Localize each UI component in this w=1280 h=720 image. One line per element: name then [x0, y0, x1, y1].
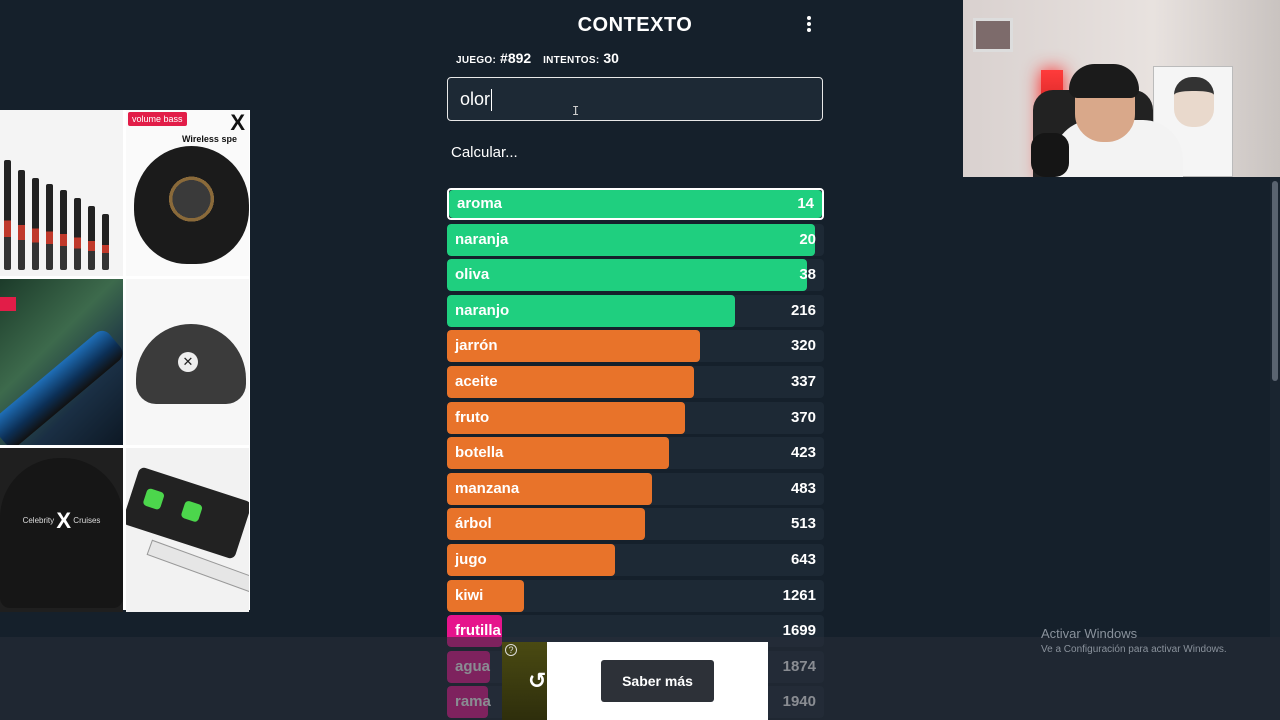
- guess-rank: 337: [790, 372, 816, 390]
- guess-word: árbol: [455, 515, 492, 533]
- attempts-label: INTENTOS:: [543, 55, 600, 66]
- guess-rank: 216: [790, 301, 816, 319]
- guess-rank: 14: [797, 195, 814, 212]
- ad-cap-image[interactable]: ✕: [126, 279, 249, 445]
- guess-word: frutilla: [455, 622, 501, 640]
- guess-rank: 1261: [782, 586, 816, 604]
- guess-word: manzana: [455, 479, 520, 497]
- similarity-bar: [449, 190, 822, 218]
- cruise-logo: Celebrity X Cruises: [22, 508, 101, 533]
- ad-laser-level-image[interactable]: [126, 448, 249, 612]
- similarity-bar: [447, 330, 700, 363]
- guess-row: fruto 370: [447, 401, 824, 434]
- similarity-bar: [447, 472, 653, 505]
- ad-speaker-image[interactable]: volume bass X Wireless spe: [126, 110, 249, 276]
- guess-rank: 370: [790, 408, 816, 426]
- similarity-bar: [447, 294, 736, 327]
- text-caret: [491, 89, 493, 112]
- similarity-bar: [447, 259, 808, 292]
- guess-rank: 320: [790, 337, 816, 355]
- guess-word: naranja: [455, 230, 509, 248]
- ad-speaker-badge: volume bass: [128, 112, 187, 126]
- guess-row: aroma 14: [447, 188, 824, 220]
- guess-word: aroma: [457, 195, 503, 212]
- ad-close-icon[interactable]: X: [230, 110, 245, 135]
- webcam-overlay: [963, 0, 1280, 177]
- game-label: JUEGO:: [456, 55, 497, 66]
- similarity-bar: [447, 437, 670, 470]
- guess-rank: 20: [799, 230, 816, 248]
- guess-word: jarrón: [455, 337, 498, 355]
- windows-activation-watermark: Activar Windows Ve a Configuración para …: [1041, 626, 1227, 655]
- ad-thumbnail[interactable]: ? ↺: [502, 642, 547, 720]
- bottom-ad-banner[interactable]: ? ↺ Saber más: [502, 642, 768, 720]
- scrollbar-thumb[interactable]: [1272, 181, 1278, 381]
- replay-icon[interactable]: ↺: [528, 668, 547, 693]
- ad-speaker-caption: Wireless spe: [182, 134, 237, 144]
- guess-word: botella: [455, 444, 504, 462]
- guess-row: árbol 513: [447, 508, 824, 541]
- guess-row: botella 423: [447, 437, 824, 470]
- speaker-picture: [134, 146, 249, 264]
- ad-help-icon[interactable]: ?: [505, 644, 517, 656]
- guess-row: oliva 38: [447, 259, 824, 292]
- attempts-count: 30: [603, 50, 619, 66]
- similarity-bar: [447, 223, 815, 256]
- guess-rank: 1699: [782, 622, 816, 640]
- guess-rank: 423: [790, 444, 816, 462]
- guess-rank: 643: [790, 550, 816, 568]
- ad-flashlight-image[interactable]: [0, 279, 123, 445]
- word-input-value: olor: [460, 89, 491, 109]
- ad-cruise-cap-image[interactable]: Celebrity X Cruises: [0, 448, 123, 612]
- learn-more-button[interactable]: Saber más: [601, 660, 714, 702]
- page-scrollbar[interactable]: [1270, 177, 1280, 637]
- similarity-bar: [447, 401, 685, 434]
- guess-row: jugo 643: [447, 543, 824, 576]
- guess-row: manzana 483: [447, 472, 824, 505]
- similarity-bar: [447, 508, 645, 541]
- similarity-bar: [447, 579, 525, 612]
- guess-word: aceite: [455, 372, 498, 390]
- ad-drill-bits-image[interactable]: [0, 110, 123, 276]
- guess-row: naranja 20: [447, 223, 824, 256]
- similarity-bar: [447, 365, 694, 398]
- watermark-subtitle: Ve a Configuración para activar Windows.: [1041, 644, 1227, 655]
- guess-row: aceite 337: [447, 365, 824, 398]
- more-menu-icon[interactable]: [803, 16, 815, 36]
- guess-rank: 513: [790, 515, 816, 533]
- text-cursor-icon: I: [572, 104, 580, 118]
- guess-rank: 38: [799, 266, 816, 284]
- page-title: CONTEXTO: [577, 14, 693, 36]
- guess-word: fruto: [455, 408, 490, 426]
- game-stats: JUEGO: #892 INTENTOS: 30: [456, 50, 627, 66]
- guess-word: kiwi: [455, 586, 484, 604]
- game-number: #892: [500, 50, 532, 66]
- guess-rank: 483: [790, 479, 816, 497]
- similarity-bar: [447, 543, 615, 576]
- watermark-title: Activar Windows: [1041, 626, 1138, 641]
- ad-image-grid[interactable]: volume bass X Wireless spe ✕ Celebrity X…: [0, 110, 250, 612]
- guess-word: naranjo: [455, 301, 510, 319]
- guess-word: oliva: [455, 266, 490, 284]
- calculating-status: Calcular...: [451, 144, 518, 161]
- guess-row: kiwi 1261: [447, 579, 824, 612]
- guess-row: naranjo 216: [447, 294, 824, 327]
- cap-logo-icon: ✕: [178, 352, 198, 372]
- guess-word: jugo: [455, 550, 487, 568]
- word-input[interactable]: olor: [447, 77, 823, 121]
- guess-row: jarrón 320: [447, 330, 824, 363]
